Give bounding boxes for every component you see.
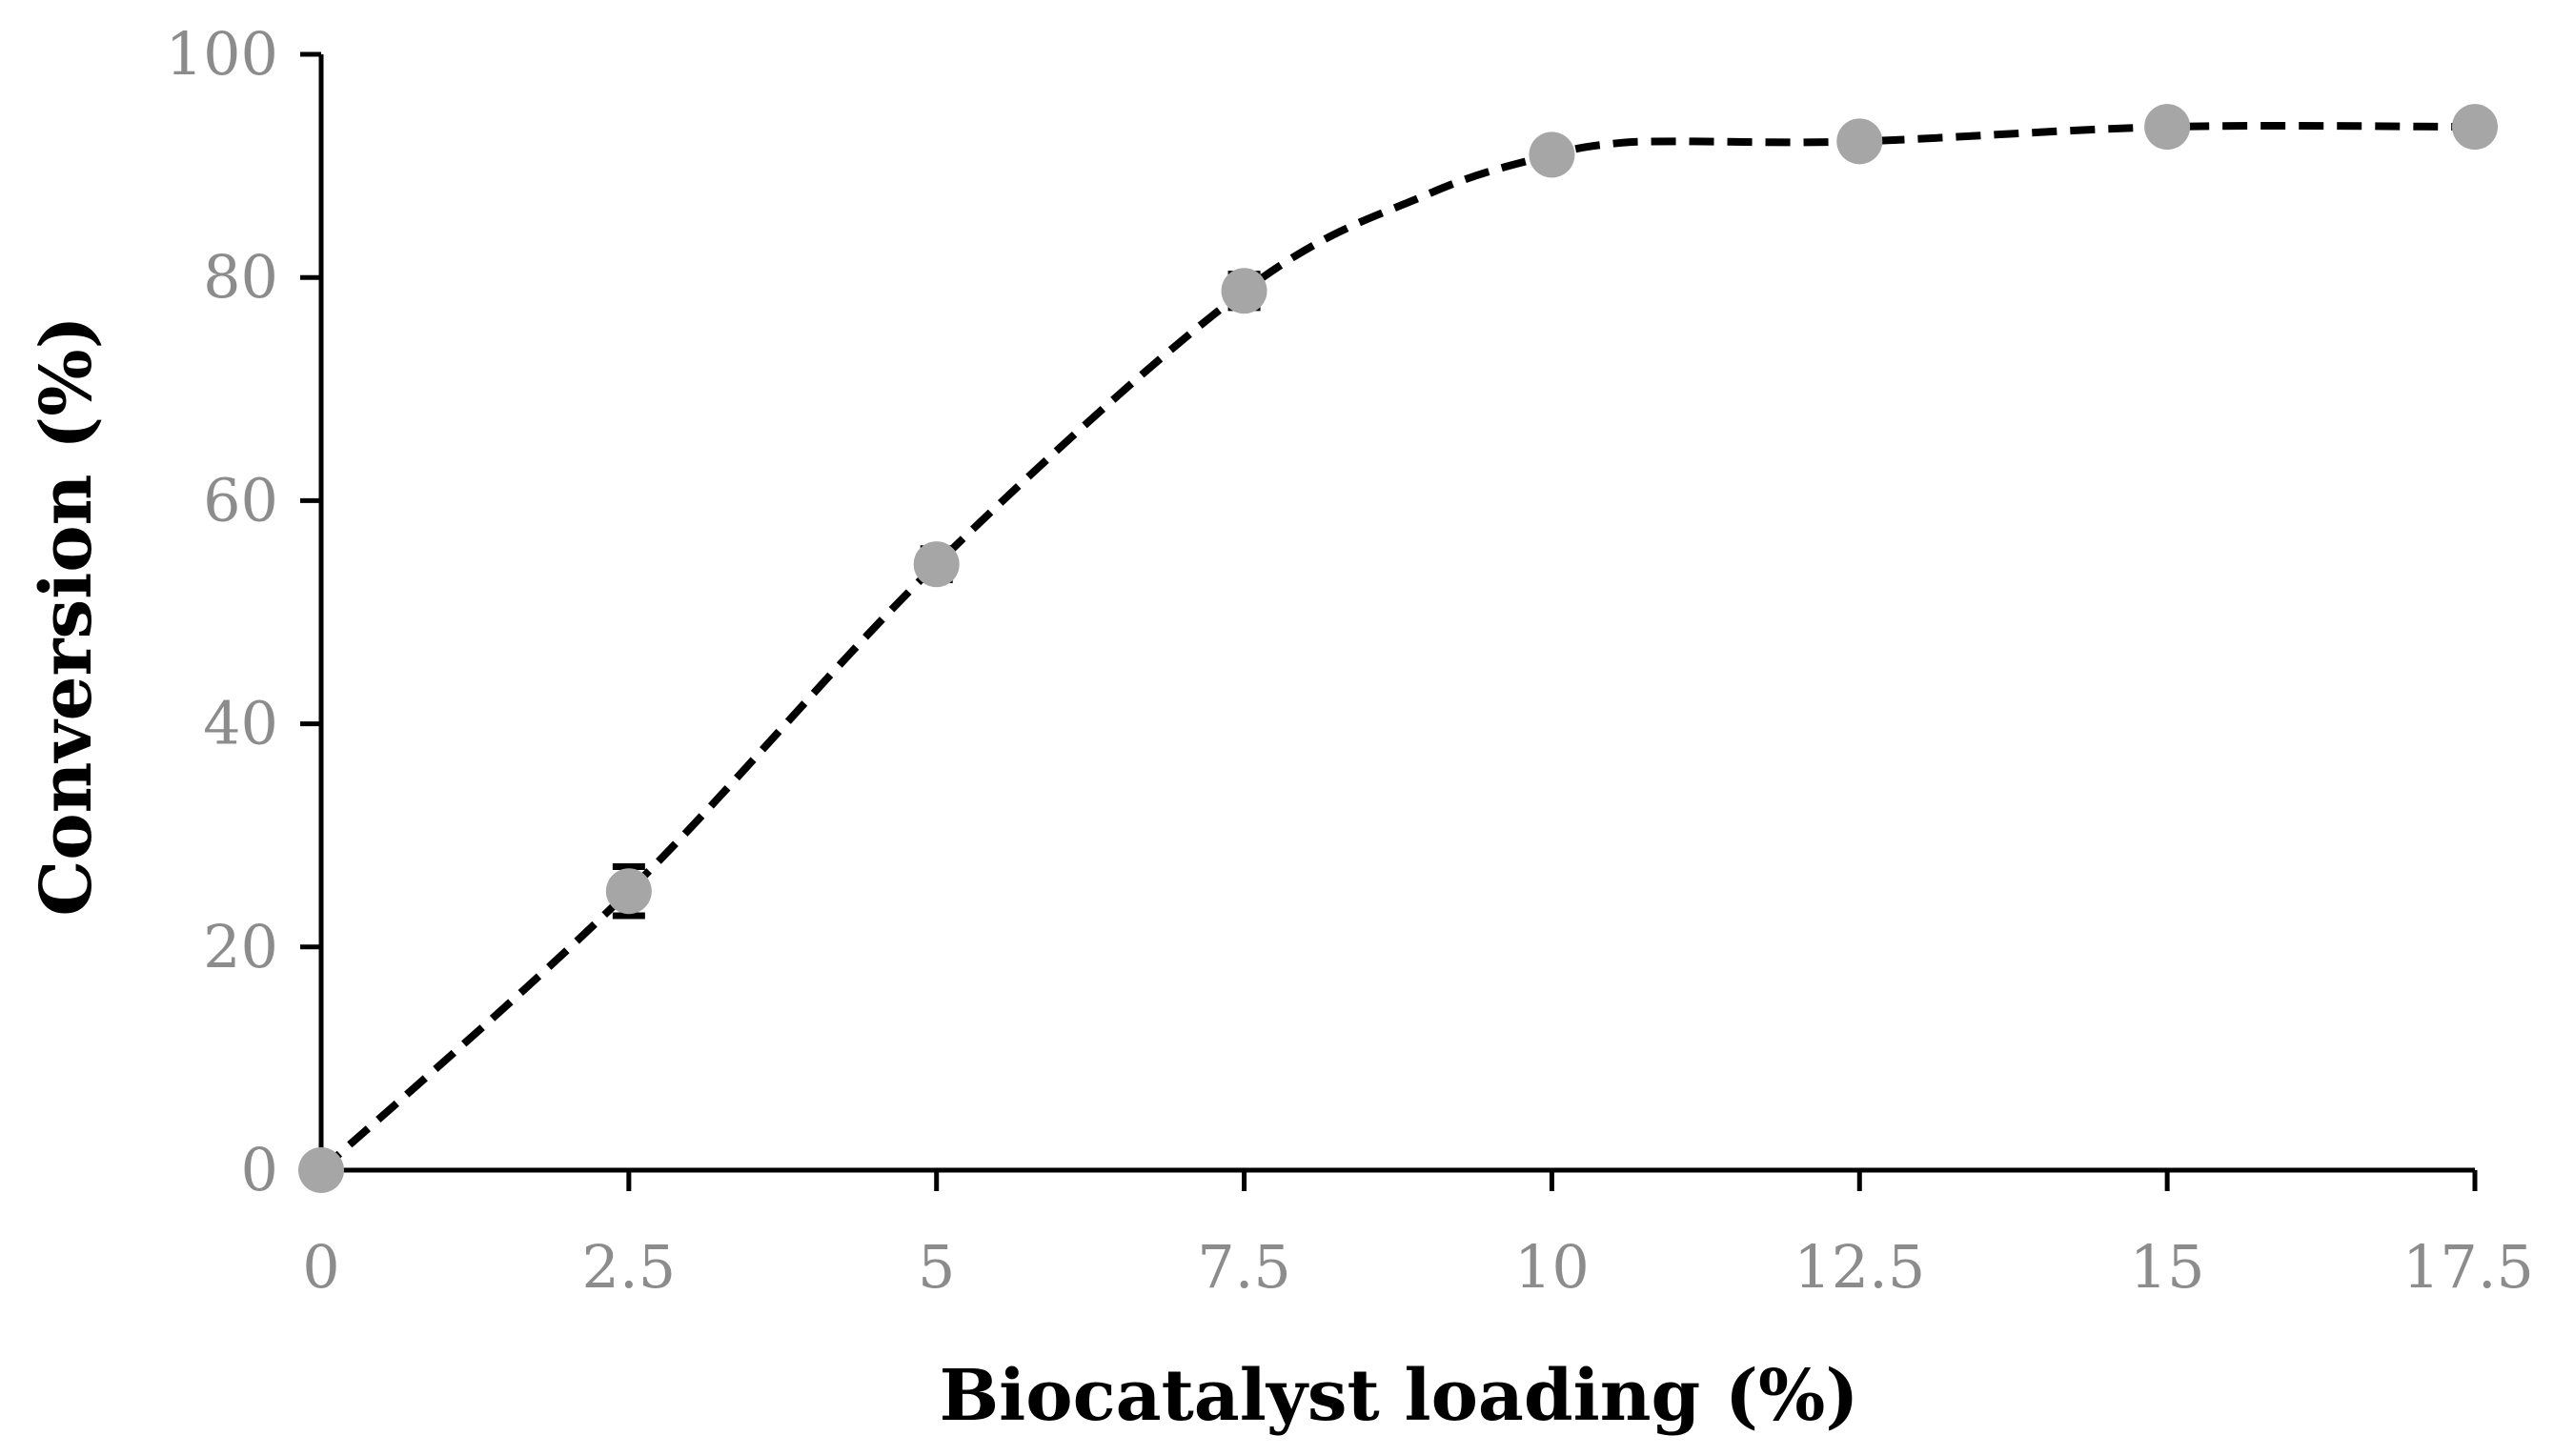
data-point xyxy=(298,1147,344,1193)
data-points xyxy=(298,104,2498,1193)
data-point xyxy=(605,868,652,915)
x-tick-label: 12.5 xyxy=(1794,1232,1925,1302)
dashed-trend-line xyxy=(318,121,2476,1173)
x-axis-title: Biocatalyst loading (%) xyxy=(940,1355,1859,1437)
data-point xyxy=(1836,118,1883,165)
y-tick-label: 60 xyxy=(203,465,278,535)
y-axis-title: Conversion (%) xyxy=(26,315,108,916)
y-tick-label: 100 xyxy=(166,19,278,89)
y-tick-label: 0 xyxy=(241,1135,278,1204)
x-tick-label: 17.5 xyxy=(2402,1232,2534,1302)
data-point xyxy=(1529,131,1575,178)
x-axis-ticks: 0 2.5 5 7.5 10 12.5 15 17.5 xyxy=(302,1170,2534,1302)
y-tick-label: 20 xyxy=(203,912,278,981)
data-point xyxy=(913,541,960,588)
error-bars xyxy=(612,271,1261,920)
y-axis-ticks: 0 20 40 60 80 100 xyxy=(166,19,321,1204)
data-point xyxy=(2144,104,2191,151)
plot-area: 0 20 40 60 80 100 0 2.5 5 7.5 10 12.5 15 17.5 xyxy=(166,19,2534,1302)
y-tick-label: 40 xyxy=(203,689,278,758)
x-tick-label: 7.5 xyxy=(1197,1232,1291,1302)
x-tick-label: 15 xyxy=(2130,1232,2205,1302)
x-tick-label: 5 xyxy=(918,1232,955,1302)
data-point xyxy=(1221,268,1267,314)
x-tick-label: 10 xyxy=(1514,1232,1590,1302)
data-point xyxy=(2452,104,2498,151)
y-tick-label: 80 xyxy=(203,242,278,312)
x-tick-label: 2.5 xyxy=(582,1232,677,1302)
x-tick-label: 0 xyxy=(302,1232,339,1302)
